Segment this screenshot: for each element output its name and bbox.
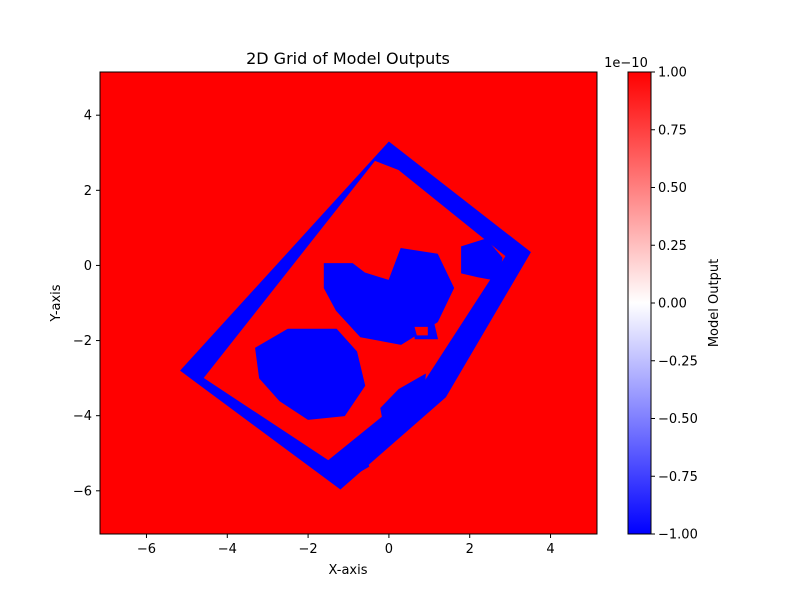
colorbar-tick-label: 0.75 — [658, 123, 687, 138]
y-axis: 4 2 0 −2 −4 −6 — [73, 109, 100, 499]
x-axis: −6 −4 −2 0 2 4 — [137, 534, 555, 557]
colorbar-tick-label: −0.25 — [658, 354, 698, 369]
colorbar-tick-label: −0.50 — [658, 412, 698, 427]
x-tick-label: −4 — [218, 542, 237, 557]
y-tick-label: 2 — [84, 184, 92, 199]
colorbar-gradient — [627, 71, 652, 535]
colorbar-tick-label: −0.75 — [658, 470, 698, 485]
y-tick-label: −2 — [73, 334, 92, 349]
x-tick-label: −2 — [299, 542, 318, 557]
colorbar-tick-label: 0.50 — [658, 181, 687, 196]
y-tick-label: −6 — [73, 484, 92, 499]
positive-region-blob-7 — [414, 326, 428, 336]
colorbar-label: Model Output — [707, 259, 722, 347]
y-axis-label: Y-axis — [49, 284, 64, 322]
x-tick-label: −6 — [137, 542, 156, 557]
x-tick-label: 4 — [546, 542, 554, 557]
colorbar: 1.00 0.75 0.50 0.25 0.00 −0.25 −0.50 −0.75 −1.00… — [604, 56, 722, 543]
colorbar-tick-label: −1.00 — [658, 528, 698, 543]
chart-title: 2D Grid of Model Outputs — [246, 49, 450, 68]
x-axis-label: X-axis — [329, 563, 368, 578]
plot-frame — [99, 71, 598, 535]
plot-area — [99, 71, 598, 535]
negative-region-blob-5 — [380, 373, 426, 432]
negative-region-blob-6 — [335, 450, 370, 477]
y-tick-label: 4 — [84, 109, 92, 124]
colorbar-tick-label: 1.00 — [658, 66, 687, 81]
negative-region-blob-2 — [323, 247, 455, 345]
y-tick-label: −4 — [73, 409, 92, 424]
x-tick-label: 0 — [385, 542, 393, 557]
colorbar-offset-text: 1e−10 — [604, 56, 648, 71]
colorbar-tick-label: 0.25 — [658, 239, 687, 254]
colorbar-tick-label: 0.00 — [658, 297, 687, 312]
x-tick-label: 2 — [466, 542, 474, 557]
negative-region-blob-1 — [255, 328, 366, 420]
y-tick-label: 0 — [84, 259, 92, 274]
negative-region-blob-3 — [461, 238, 503, 282]
